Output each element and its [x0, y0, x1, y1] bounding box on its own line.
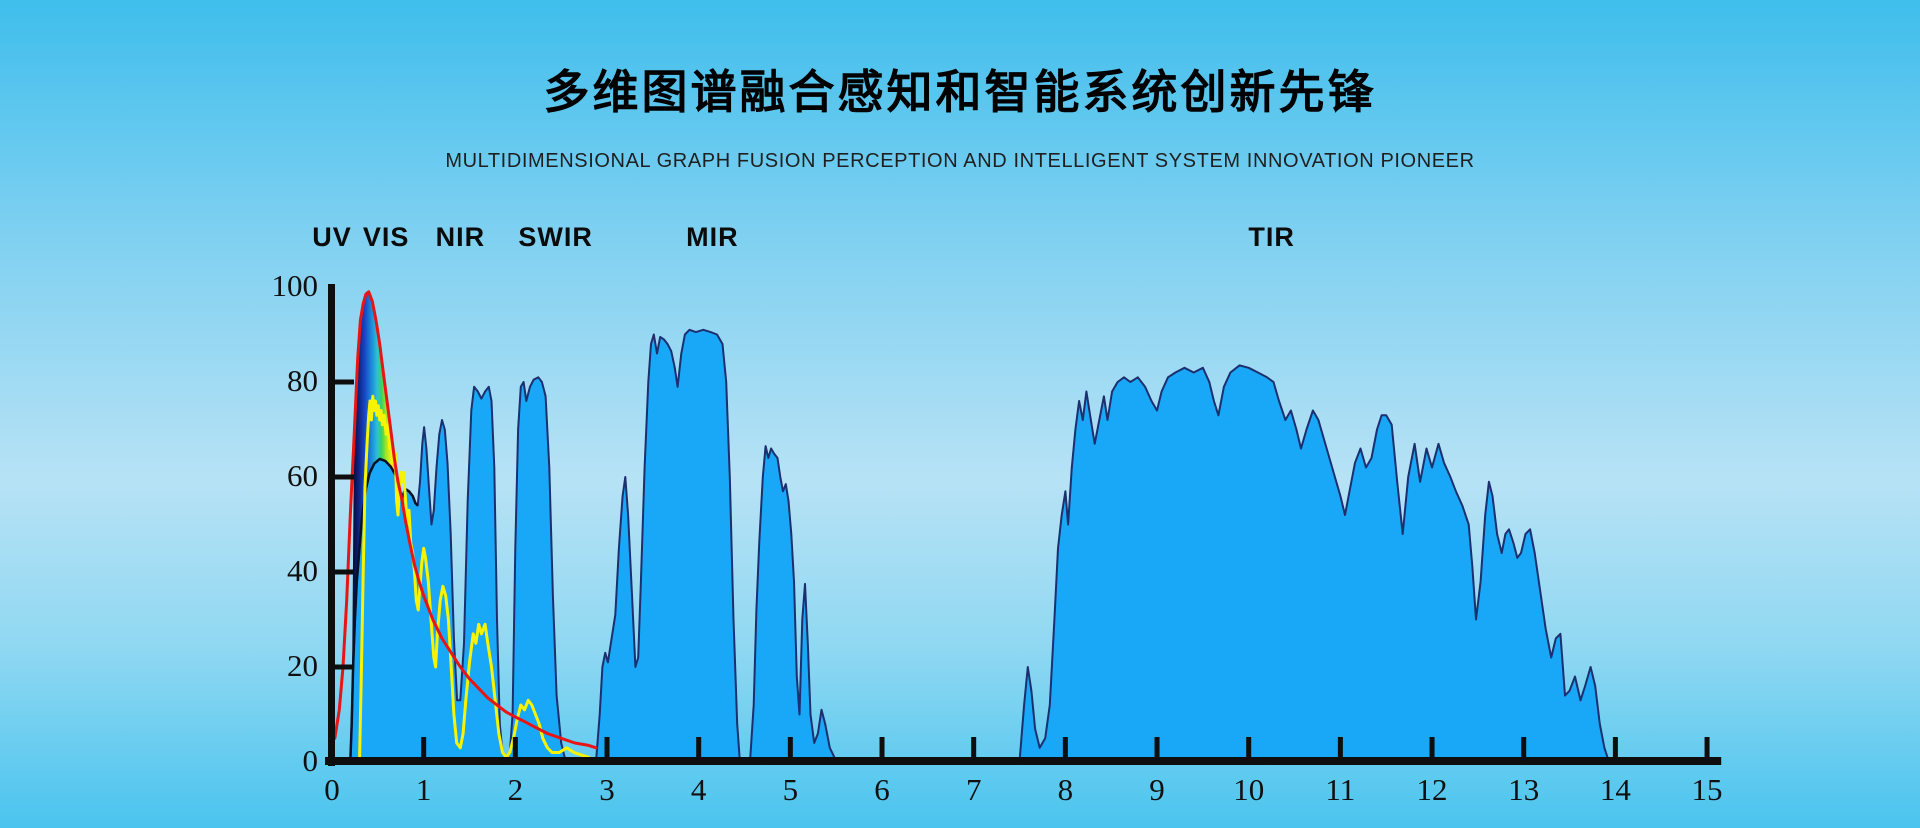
x-tick-label: 8 — [1057, 772, 1074, 807]
x-axis-tick — [1612, 737, 1618, 759]
band-label-uv: UV — [312, 222, 352, 252]
y-axis-tick — [335, 569, 354, 575]
x-axis-tick — [512, 737, 518, 759]
y-tick-label: 20 — [287, 648, 318, 683]
y-axis-tick — [335, 379, 354, 385]
x-axis-line — [325, 757, 1722, 765]
x-axis-tick — [696, 737, 702, 759]
x-axis-tick — [1154, 737, 1160, 759]
y-tick-label: 40 — [287, 553, 318, 588]
band-label-tir: TIR — [1248, 222, 1295, 252]
y-tick-label: 100 — [271, 268, 319, 303]
x-tick-label: 5 — [782, 772, 799, 807]
y-axis-tick — [335, 474, 354, 480]
x-axis-tick — [1246, 737, 1252, 759]
x-axis-tick — [971, 737, 977, 759]
x-tick-label: 7 — [965, 772, 982, 807]
x-tick-label: 12 — [1416, 772, 1448, 807]
x-tick-label: 6 — [874, 772, 890, 807]
x-axis-tick — [879, 737, 885, 759]
x-tick-label: 4 — [690, 772, 707, 807]
x-axis-tick — [1521, 737, 1527, 759]
y-axis-line — [328, 284, 335, 766]
x-tick-label: 10 — [1233, 772, 1265, 807]
x-axis-tick — [1062, 737, 1068, 759]
x-tick-label: 1 — [415, 772, 432, 807]
x-tick-label: 0 — [324, 772, 340, 807]
y-axis-tick — [335, 664, 354, 670]
band-label-swir: SWIR — [518, 222, 593, 252]
y-tick-label: 0 — [302, 743, 319, 778]
band-label-vis: VIS — [362, 222, 410, 252]
x-axis-tick — [1337, 737, 1343, 759]
atmosphere-window-area — [595, 328, 741, 763]
x-axis-tick — [421, 737, 427, 759]
page-title: 多维图谱融合感知和智能系统创新先锋 — [543, 66, 1377, 118]
x-tick-label: 14 — [1599, 772, 1631, 807]
atmosphere-window-area — [1018, 364, 1610, 763]
solar-blackbody-curve — [333, 290, 598, 750]
x-tick-label: 11 — [1325, 772, 1356, 807]
rainbow-visible-spectrum-fill — [351, 291, 402, 724]
x-axis-tick — [1704, 737, 1710, 759]
x-axis-tick — [604, 737, 610, 759]
x-tick-label: 2 — [507, 772, 524, 807]
y-tick-label: 60 — [287, 458, 318, 493]
x-axis-tick — [787, 737, 793, 759]
page-subtitle: MULTIDIMENSIONAL GRAPH FUSION PERCEPTION… — [445, 150, 1475, 172]
band-label-mir: MIR — [686, 222, 739, 252]
x-tick-label: 13 — [1508, 772, 1540, 807]
dome-outline — [349, 457, 419, 763]
x-tick-label: 15 — [1691, 772, 1723, 807]
atmosphere-window-area — [749, 445, 839, 763]
band-label-nir: NIR — [435, 222, 486, 252]
y-tick-label: 80 — [287, 363, 318, 398]
x-axis-tick — [1429, 737, 1435, 759]
x-tick-label: 3 — [599, 772, 615, 807]
x-tick-label: 9 — [1149, 772, 1165, 807]
